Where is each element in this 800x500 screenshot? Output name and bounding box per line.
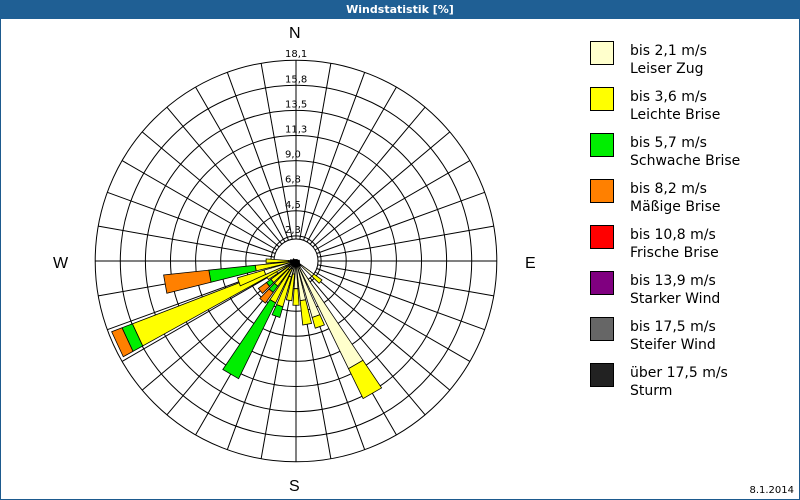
compass-north: N (289, 25, 301, 42)
radial-tick-label: 4,5 (285, 200, 301, 211)
legend-swatch (590, 225, 614, 249)
wind-sector-segment (111, 327, 134, 358)
wind-sector-segment (347, 359, 383, 400)
radial-tick-label: 15,8 (285, 74, 307, 85)
radial-tick-label: 9,0 (285, 150, 301, 161)
wind-sector-segment (257, 281, 271, 294)
radial-tick-label: 13,5 (285, 99, 307, 110)
legend-label: bis 10,8 m/s Frische Brise (630, 227, 719, 261)
wind-sector-segment (311, 273, 323, 284)
wind-sector-segment (163, 269, 212, 294)
wind-sector-segment (259, 288, 274, 304)
legend-label: bis 2,1 m/s Leiser Zug (630, 43, 707, 77)
legend-label: bis 8,2 m/s Mäßige Brise (630, 181, 721, 215)
legend-label: bis 13,9 m/s Starker Wind (630, 273, 721, 307)
polar-grid (94, 59, 498, 463)
wind-sector-segment (285, 273, 296, 302)
radial-tick-label: 6,8 (285, 175, 301, 186)
radial-tick-label: 18,1 (285, 49, 307, 60)
compass-south: S (289, 478, 300, 495)
radial-tick-label: 11,3 (285, 125, 307, 136)
wind-sector-segment (236, 269, 267, 287)
wind-sector-segment (271, 304, 284, 319)
legend-label: bis 17,5 m/s Steifer Wind (630, 319, 716, 353)
radial-tick-labels: 2,3 4,5 6,8 9,0 11,3 13,5 15,8 18,1 (285, 49, 307, 236)
legend-swatch (590, 317, 614, 341)
radial-tick-label: 2,3 (285, 225, 301, 236)
date-stamp: 8.1.2014 (749, 485, 794, 496)
wind-sector-segment (265, 258, 289, 264)
legend-swatch (590, 271, 614, 295)
legend-swatch (590, 179, 614, 203)
legend-swatch (590, 41, 614, 65)
legend-swatch (590, 133, 614, 157)
wind-sector-segment (292, 288, 300, 306)
window-title: Windstatistik [%] (0, 0, 800, 19)
legend-swatch (590, 87, 614, 111)
legend-label: bis 5,7 m/s Schwache Brise (630, 135, 741, 169)
legend-label: bis 3,6 m/s Leichte Brise (630, 89, 721, 123)
wind-sector-segment (311, 314, 325, 329)
wind-sectors (111, 258, 383, 400)
compass-east: E (525, 255, 536, 272)
wind-sector-segment (222, 299, 277, 380)
compass-west: W (53, 255, 69, 272)
legend-label: über 17,5 m/s Sturm (630, 365, 728, 399)
wind-sector-segment (299, 299, 313, 326)
legend-swatch (590, 363, 614, 387)
